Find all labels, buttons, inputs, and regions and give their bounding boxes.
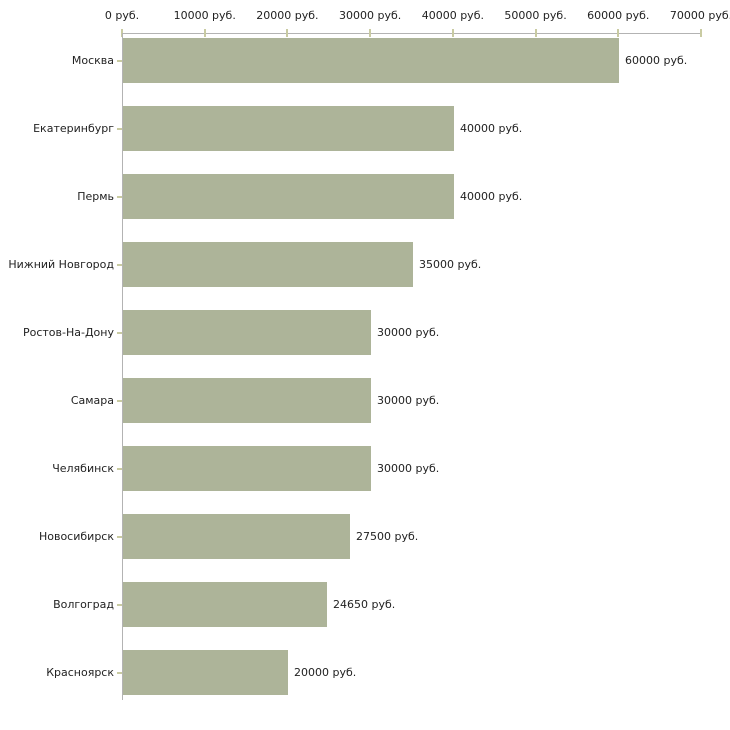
value-label: 40000 руб. xyxy=(460,121,523,135)
bar xyxy=(123,650,288,695)
category-label: Волгоград xyxy=(53,597,114,611)
y-axis-tick xyxy=(117,671,122,674)
y-axis-tick xyxy=(117,59,122,62)
y-axis-tick xyxy=(117,195,122,198)
category-label: Москва xyxy=(71,53,114,67)
value-label: 40000 руб. xyxy=(460,189,523,203)
bar xyxy=(123,378,371,423)
category-label: Новосибирск xyxy=(38,529,114,543)
category-label: Челябинск xyxy=(52,461,114,475)
value-label: 20000 руб. xyxy=(294,665,357,679)
y-axis-tick xyxy=(117,399,122,402)
x-axis-tick-label: 50000 руб. xyxy=(504,9,567,22)
value-label: 60000 руб. xyxy=(625,53,688,67)
bar xyxy=(123,106,454,151)
x-axis-tick-label: 40000 руб. xyxy=(421,9,484,22)
y-axis-tick xyxy=(117,467,122,470)
value-label: 27500 руб. xyxy=(356,529,419,543)
y-axis-tick xyxy=(117,263,122,266)
x-axis-tick-label: 10000 руб. xyxy=(173,9,236,22)
y-axis-tick xyxy=(117,331,122,334)
x-axis-line xyxy=(122,33,702,34)
category-label: Самара xyxy=(70,393,114,407)
x-axis-tick-label: 60000 руб. xyxy=(587,9,650,22)
category-label: Красноярск xyxy=(46,665,114,679)
category-label: Ростов-На-Дону xyxy=(22,325,114,339)
category-label: Екатеринбург xyxy=(33,121,114,135)
x-axis-tick-label: 0 руб. xyxy=(104,9,140,22)
x-axis-tick xyxy=(286,29,289,37)
x-axis-tick xyxy=(700,29,702,37)
category-label: Нижний Новгород xyxy=(8,257,114,271)
bar xyxy=(123,310,371,355)
bar xyxy=(123,446,371,491)
x-axis-tick xyxy=(617,29,620,37)
bar xyxy=(123,514,350,559)
x-axis-tick xyxy=(203,29,206,37)
value-label: 30000 руб. xyxy=(377,461,440,475)
bar xyxy=(123,174,454,219)
value-label: 35000 руб. xyxy=(419,257,482,271)
value-label: 30000 руб. xyxy=(377,325,440,339)
x-axis-tick-label: 20000 руб. xyxy=(256,9,319,22)
bar xyxy=(123,582,327,627)
y-axis-tick xyxy=(117,535,122,538)
y-axis-tick xyxy=(117,127,122,130)
x-axis-tick-label: 30000 руб. xyxy=(339,9,402,22)
y-axis-tick xyxy=(117,603,122,606)
x-axis-tick xyxy=(369,29,372,37)
x-axis-tick xyxy=(451,29,454,37)
y-axis-line xyxy=(122,33,123,700)
value-label: 30000 руб. xyxy=(377,393,440,407)
bar xyxy=(123,38,619,83)
x-axis-tick-label: 70000 руб. xyxy=(669,9,730,22)
value-label: 24650 руб. xyxy=(333,597,396,611)
category-label: Пермь xyxy=(77,189,114,203)
bar xyxy=(123,242,413,287)
x-axis-tick xyxy=(534,29,537,37)
